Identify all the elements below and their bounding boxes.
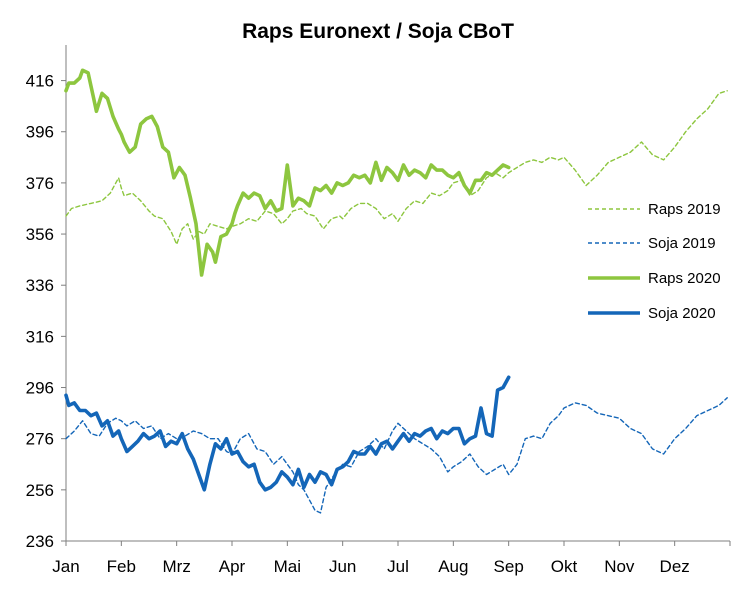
x-tick-label: Feb — [107, 557, 136, 576]
y-tick-label: 316 — [26, 327, 54, 346]
y-tick-label: 396 — [26, 123, 54, 142]
series-line-raps-2020 — [64, 68, 511, 277]
y-tick-label: 256 — [26, 481, 54, 500]
x-tick-label: Aug — [438, 557, 468, 576]
chart-title: Raps Euronext / Soja CBoT — [242, 20, 514, 43]
x-tick-label: Mrz — [163, 557, 191, 576]
y-tick-label: 376 — [26, 174, 54, 193]
y-tick-label: 236 — [26, 532, 54, 551]
y-tick-label: 296 — [26, 379, 54, 398]
legend-label: Raps 2019 — [648, 201, 721, 218]
series-line-soja-2019 — [65, 397, 728, 514]
series-line-raps-2019 — [65, 90, 728, 246]
axes: 236 256 276 296 316 336 356 376 396 416 Jan Feb Mrz A… — [26, 45, 731, 576]
x-tick-label: Sep — [494, 557, 524, 576]
x-tick-label: Nov — [604, 557, 635, 576]
legend-label: Raps 2020 — [648, 270, 721, 287]
legend-label: Soja 2019 — [648, 235, 716, 252]
y-tick-label: 276 — [26, 430, 54, 449]
y-tick-label: 416 — [26, 72, 54, 91]
x-tick-label: Apr — [219, 557, 246, 576]
y-tick-label: 356 — [26, 225, 54, 244]
x-tick-label: Dez — [660, 557, 690, 576]
x-tick-label: Okt — [551, 557, 578, 576]
x-tick-label: Jul — [387, 557, 409, 576]
x-tick-label: Jan — [52, 557, 79, 576]
y-tick-label: 336 — [26, 276, 54, 295]
legend: Raps 2019 Soja 2019 Raps 2020 Soja 2020 — [588, 201, 721, 322]
x-tick-label: Jun — [329, 557, 356, 576]
legend-label: Soja 2020 — [648, 305, 716, 322]
series-line-soja-2020 — [64, 375, 511, 492]
series-layer — [64, 68, 728, 514]
x-tick-label: Mai — [274, 557, 301, 576]
